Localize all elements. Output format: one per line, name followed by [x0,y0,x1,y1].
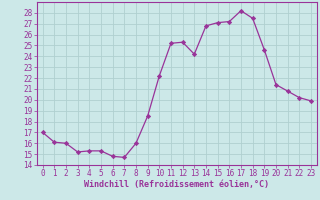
X-axis label: Windchill (Refroidissement éolien,°C): Windchill (Refroidissement éolien,°C) [84,180,269,189]
